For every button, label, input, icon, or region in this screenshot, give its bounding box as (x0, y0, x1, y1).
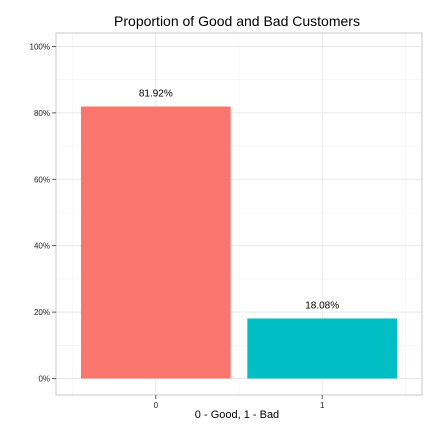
y-axis: 0% 20% 40% 60% 80% 100% (30, 43, 56, 384)
bar-0 (80, 106, 231, 379)
x-tick-label: 0 (154, 401, 159, 410)
x-axis-title: 0 - Good, 1 - Bad (195, 409, 279, 421)
y-tick-label: 60% (34, 175, 50, 184)
y-tick-label: 0% (38, 375, 50, 384)
bars (80, 106, 398, 379)
y-tick-label: 80% (34, 109, 50, 118)
data-labels: 81.92% 18.08% (139, 89, 339, 312)
data-label-1: 18.08% (305, 300, 339, 311)
bar-1 (247, 318, 398, 379)
y-tick-label: 20% (34, 308, 50, 317)
x-tick-label: 1 (320, 401, 325, 410)
chart-title: Proportion of Good and Bad Customers (114, 13, 360, 29)
plot-border (55, 32, 423, 396)
y-tick-label: 40% (34, 242, 50, 251)
data-label-0: 81.92% (139, 89, 173, 100)
y-tick-label: 100% (30, 43, 50, 52)
